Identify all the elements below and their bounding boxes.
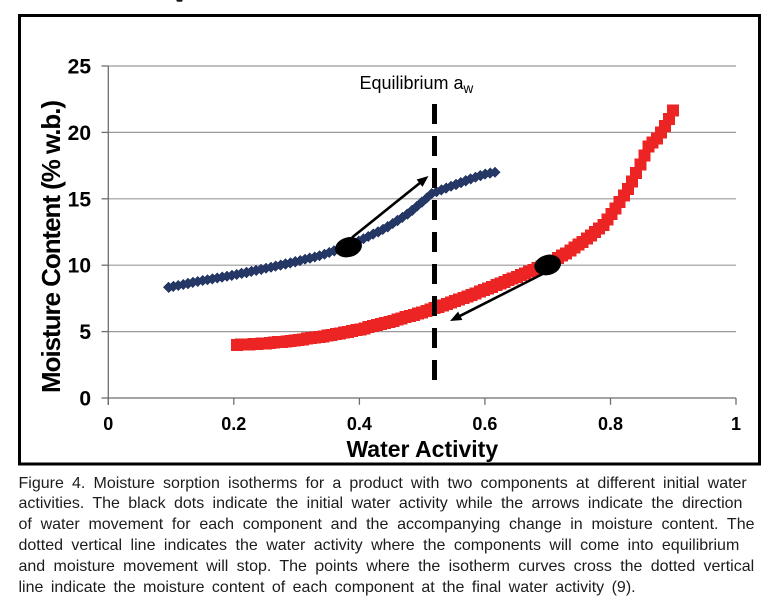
svg-text:0: 0 [103,414,113,434]
svg-text:Equilibrium aw: Equilibrium aw [360,73,474,96]
svg-text:0.6: 0.6 [472,414,497,434]
svg-text:15: 15 [68,188,92,211]
svg-text:Water Activity: Water Activity [346,436,498,462]
svg-text:0.2: 0.2 [221,414,246,434]
svg-text:10: 10 [68,255,91,278]
svg-text:20: 20 [68,122,91,145]
svg-text:Moisture Content (% w.b.): Moisture Content (% w.b.) [36,101,66,393]
svg-text:25: 25 [68,56,92,79]
svg-text:0.8: 0.8 [598,414,623,434]
svg-text:0: 0 [79,388,91,411]
svg-text:0.4: 0.4 [347,414,372,434]
svg-text:5: 5 [79,321,91,344]
svg-text:1: 1 [731,414,741,434]
